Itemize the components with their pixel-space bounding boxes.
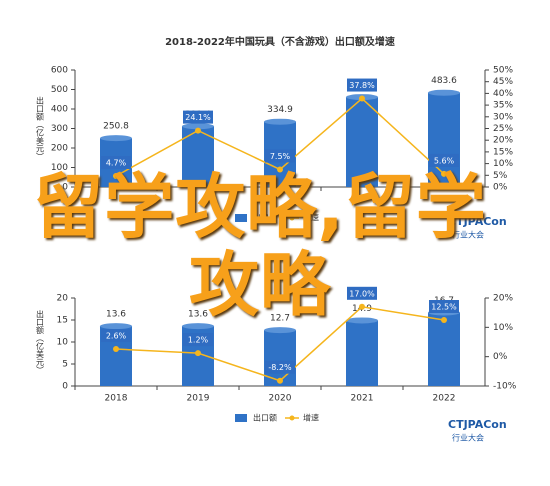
y2-tick-label: 50% — [493, 66, 513, 76]
y-tick-label: 5 — [62, 360, 68, 370]
y-tick-label: 400 — [51, 105, 68, 115]
bar-cap — [100, 323, 132, 330]
x-tick-label: 2020 — [269, 394, 292, 404]
bar-cap — [264, 327, 296, 334]
growth-point — [359, 95, 365, 102]
growth-point — [277, 377, 283, 384]
y-axis-label: 出口额（亿美元） — [36, 96, 45, 161]
growth-label-box — [265, 360, 295, 374]
x-tick-label: 2021 — [351, 394, 374, 404]
bar-label: 13.6 — [188, 310, 208, 320]
watermark-brand: CTJPACon — [448, 215, 507, 228]
y2-tick-label: 25% — [493, 124, 513, 134]
bar-cap — [346, 317, 378, 324]
watermark-brand: CTJPACon — [448, 418, 507, 431]
y-tick-label: 15 — [57, 316, 68, 326]
growth-point — [195, 350, 201, 357]
bar-label: 483.6 — [431, 76, 457, 86]
legend-label: 增速 — [303, 413, 319, 423]
legend-label: 出口额 — [253, 213, 277, 223]
bar-label: 13.6 — [106, 310, 126, 320]
growth-label: 24.1% — [185, 113, 211, 122]
legend-dot — [289, 415, 295, 421]
growth-point — [359, 303, 365, 310]
growth-label: 37.8% — [349, 81, 375, 90]
y-tick-label: 100 — [51, 163, 68, 173]
bar-cap — [264, 118, 296, 125]
growth-label-box — [101, 329, 131, 343]
y2-tick-label: -10% — [493, 382, 517, 392]
growth-point — [113, 346, 119, 353]
y-tick-label: 300 — [51, 124, 68, 134]
growth-label: 1.2% — [188, 336, 209, 345]
y-tick-label: 200 — [51, 144, 68, 154]
bar-cap — [182, 323, 214, 330]
growth-label-box — [347, 286, 377, 300]
y2-tick-label: 10% — [493, 159, 513, 169]
growth-label-box — [265, 149, 295, 163]
legend-swatch — [235, 214, 247, 222]
y-tick-label: 600 — [51, 66, 68, 76]
bar — [428, 312, 460, 386]
growth-label-box — [429, 300, 459, 313]
x-tick-label: 2019 — [187, 394, 210, 404]
y2-tick-label: 20% — [493, 136, 513, 146]
y2-tick-label: 20% — [493, 294, 513, 304]
legend-swatch — [235, 414, 247, 422]
growth-point — [277, 166, 283, 173]
y-axis-label: 出口额（亿美元） — [36, 309, 45, 374]
growth-label: 17.0% — [349, 289, 375, 298]
watermark-sub: 行业大会 — [452, 433, 484, 443]
y-tick-label: 0 — [62, 382, 68, 392]
legend-label: 出口额 — [253, 413, 277, 423]
growth-point — [113, 173, 119, 180]
y-tick-label: 500 — [51, 85, 68, 95]
growth-point — [441, 317, 447, 323]
legend-label: 增速 — [303, 213, 319, 223]
y2-tick-label: 5% — [493, 171, 508, 181]
chart-title: 2018-2022年中国玩具（不含游戏）出口额及增速 — [165, 35, 395, 48]
bar — [346, 320, 378, 386]
y2-tick-label: 0% — [493, 183, 508, 193]
y2-tick-label: 35% — [493, 101, 513, 111]
growth-point — [441, 170, 447, 177]
bar-label: 12.7 — [270, 314, 290, 324]
x-tick-label: 2022 — [433, 394, 456, 404]
bar — [346, 97, 378, 187]
watermark-sub: 行业大会 — [452, 230, 484, 240]
x-tick-label: 2018 — [105, 394, 128, 404]
growth-label: 2.6% — [106, 332, 127, 341]
growth-point — [195, 127, 201, 134]
growth-label: 7.5% — [270, 152, 291, 161]
y2-tick-label: 45% — [493, 77, 513, 87]
growth-label: 4.7% — [106, 159, 127, 168]
legend-dot — [289, 215, 295, 221]
growth-label: -8.2% — [268, 363, 292, 372]
y2-tick-label: 10% — [493, 323, 513, 333]
growth-label-box — [101, 156, 131, 170]
y2-tick-label: 30% — [493, 112, 513, 122]
bar-label: 250.8 — [103, 122, 129, 132]
growth-label-box — [347, 78, 377, 92]
y-tick-label: 0 — [62, 183, 68, 193]
bar-label: 334.9 — [267, 105, 293, 115]
y-tick-label: 10 — [57, 338, 69, 348]
bar-cap — [100, 135, 132, 142]
y2-tick-label: 40% — [493, 89, 513, 99]
bar-cap — [182, 123, 214, 130]
growth-label-box — [183, 110, 213, 124]
y2-tick-label: 0% — [493, 352, 508, 362]
bar-cap — [428, 89, 460, 96]
growth-label-box — [429, 153, 459, 167]
overlay-text: 留学攻略,留学攻略 — [33, 166, 487, 326]
growth-label-box — [183, 333, 213, 347]
y-tick-label: 20 — [57, 294, 69, 304]
y2-tick-label: 15% — [493, 147, 513, 157]
growth-label: 5.6% — [434, 156, 455, 165]
growth-label: 12.5% — [431, 303, 457, 312]
